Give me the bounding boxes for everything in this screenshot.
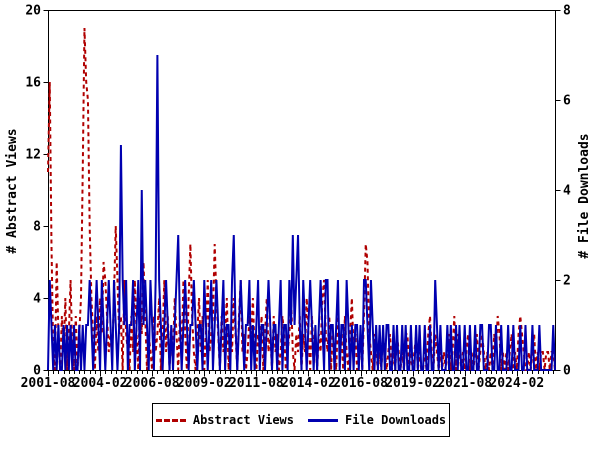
y-left-tick-label: 12 (25, 148, 41, 163)
y-left-tick-label: 0 (33, 364, 41, 379)
y-left-tick-label: 4 (33, 292, 41, 307)
y-right-tick-label: 8 (563, 4, 571, 19)
legend: Abstract Views File Downloads (152, 403, 450, 437)
legend-item-abstract-views: Abstract Views (155, 413, 294, 427)
x-tick-label: 2016-08 (333, 376, 388, 391)
y-left-tick-label: 16 (25, 76, 41, 91)
y-right-tick-label: 2 (563, 274, 571, 289)
abstract-views-line-sample (155, 418, 186, 422)
legend-item-file-downloads: File Downloads (308, 413, 446, 427)
x-tick-label: 2001-08 (21, 376, 76, 391)
x-tick-label: 2019-02 (385, 376, 440, 391)
x-tick-label: 2014-02 (281, 376, 336, 391)
y-left-tick-label: 20 (25, 4, 41, 19)
x-tick-label: 2004-02 (73, 376, 128, 391)
y-left-tick-label: 8 (33, 220, 41, 235)
y-right-tick-label: 4 (563, 184, 571, 199)
y-right-tick-label: 6 (563, 94, 571, 109)
x-tick-label: 2021-08 (437, 376, 492, 391)
legend-label-abstract-views: Abstract Views (192, 413, 294, 427)
x-tick-label: 2006-08 (125, 376, 180, 391)
file-downloads-line-sample (308, 418, 338, 422)
legend-label-file-downloads: File Downloads (345, 413, 447, 427)
right-axis-title: # File Downloads (577, 133, 592, 259)
x-tick-label: 2024-02 (489, 376, 544, 391)
file-downloads-line (47, 54, 556, 371)
x-tick-label: 2011-08 (229, 376, 284, 391)
x-tick-label: 2009-02 (177, 376, 232, 391)
left-axis-title: # Abstract Views (5, 128, 20, 254)
y-right-tick-label: 0 (563, 364, 571, 379)
